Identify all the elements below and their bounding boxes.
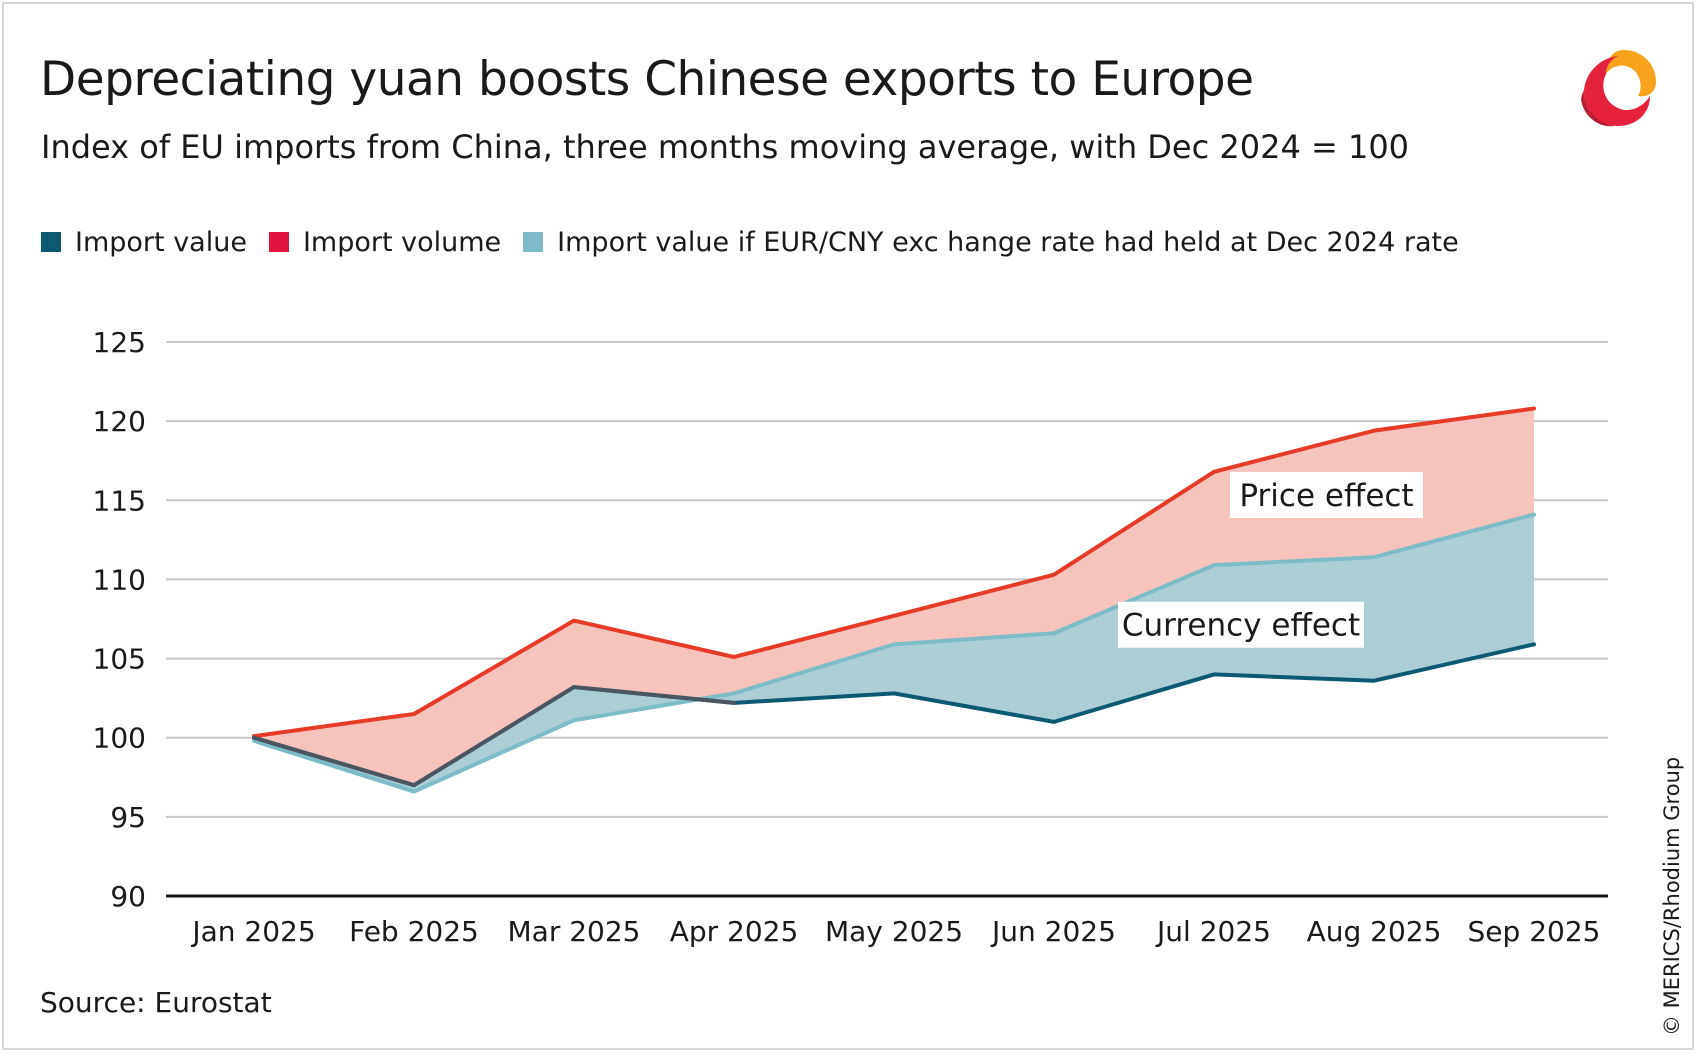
- y-tick-label-105: 105: [93, 643, 146, 676]
- copyright-credit: © MERICS/Rhodium Group: [1660, 756, 1684, 1036]
- y-tick-label-100: 100: [93, 722, 146, 755]
- x-tick-label-mar-2025: Mar 2025: [508, 915, 641, 948]
- legend-swatch-import-value: [41, 232, 61, 252]
- annotation-box-currency-effect: [1118, 601, 1364, 648]
- y-tick-label-90: 90: [110, 880, 146, 913]
- legend-swatch-import-volume: [268, 232, 289, 252]
- currency-effect-area: [254, 514, 1534, 792]
- legend: Import value Import volume Import value …: [41, 224, 1481, 260]
- y-tick-label-95: 95: [110, 801, 146, 834]
- y-tick-label-110: 110: [93, 563, 146, 596]
- x-tick-label-apr-2025: Apr 2025: [670, 915, 799, 948]
- series-line-import-value-overlap: [252, 685, 736, 788]
- y-tick-label-115: 115: [93, 484, 146, 517]
- legend-item-counterfactual: Import value if EUR/CNY exc hange rate h…: [523, 227, 1459, 258]
- x-tick-label-aug-2025: Aug 2025: [1307, 915, 1442, 948]
- merics-logo-icon: [1581, 50, 1656, 127]
- legend-label-import-volume: Import volume: [302, 226, 502, 258]
- legend-item-import-value: Import value: [41, 227, 247, 258]
- chart-title: Depreciating yuan boosts Chinese exports…: [40, 52, 1254, 107]
- chart-subtitle: Index of EU imports from China, three mo…: [41, 128, 1410, 166]
- x-tick-label-jan-2025: Jan 2025: [190, 915, 315, 948]
- series-line-import-volume: [252, 406, 1536, 739]
- legend-swatch-counterfactual: [523, 232, 544, 252]
- x-tick-label-feb-2025: Feb 2025: [349, 915, 479, 948]
- annotation-currency-effect: Currency effect: [1122, 608, 1360, 644]
- annotation-box-price-effect: [1230, 471, 1423, 518]
- x-tick-label-jul-2025: Jul 2025: [1155, 915, 1271, 948]
- x-tick-label-may-2025: May 2025: [825, 915, 963, 948]
- y-tick-label-125: 125: [93, 326, 146, 359]
- x-tick-label-sep-2025: Sep 2025: [1468, 915, 1601, 948]
- legend-label-import-value: Import value: [75, 226, 247, 258]
- series-line-import-value-if-eur-cny-exc-hange-rate-h: [252, 512, 1536, 794]
- x-tick-label-jun-2025: Jun 2025: [990, 915, 1116, 948]
- legend-label-counterfactual: Import value if EUR/CNY exc hange rate h…: [557, 226, 1459, 258]
- legend-item-import-volume: Import volume: [268, 226, 502, 258]
- annotation-price-effect: Price effect: [1239, 478, 1413, 514]
- y-tick-label-120: 120: [93, 405, 146, 438]
- source-note: Source: Eurostat: [40, 986, 272, 1019]
